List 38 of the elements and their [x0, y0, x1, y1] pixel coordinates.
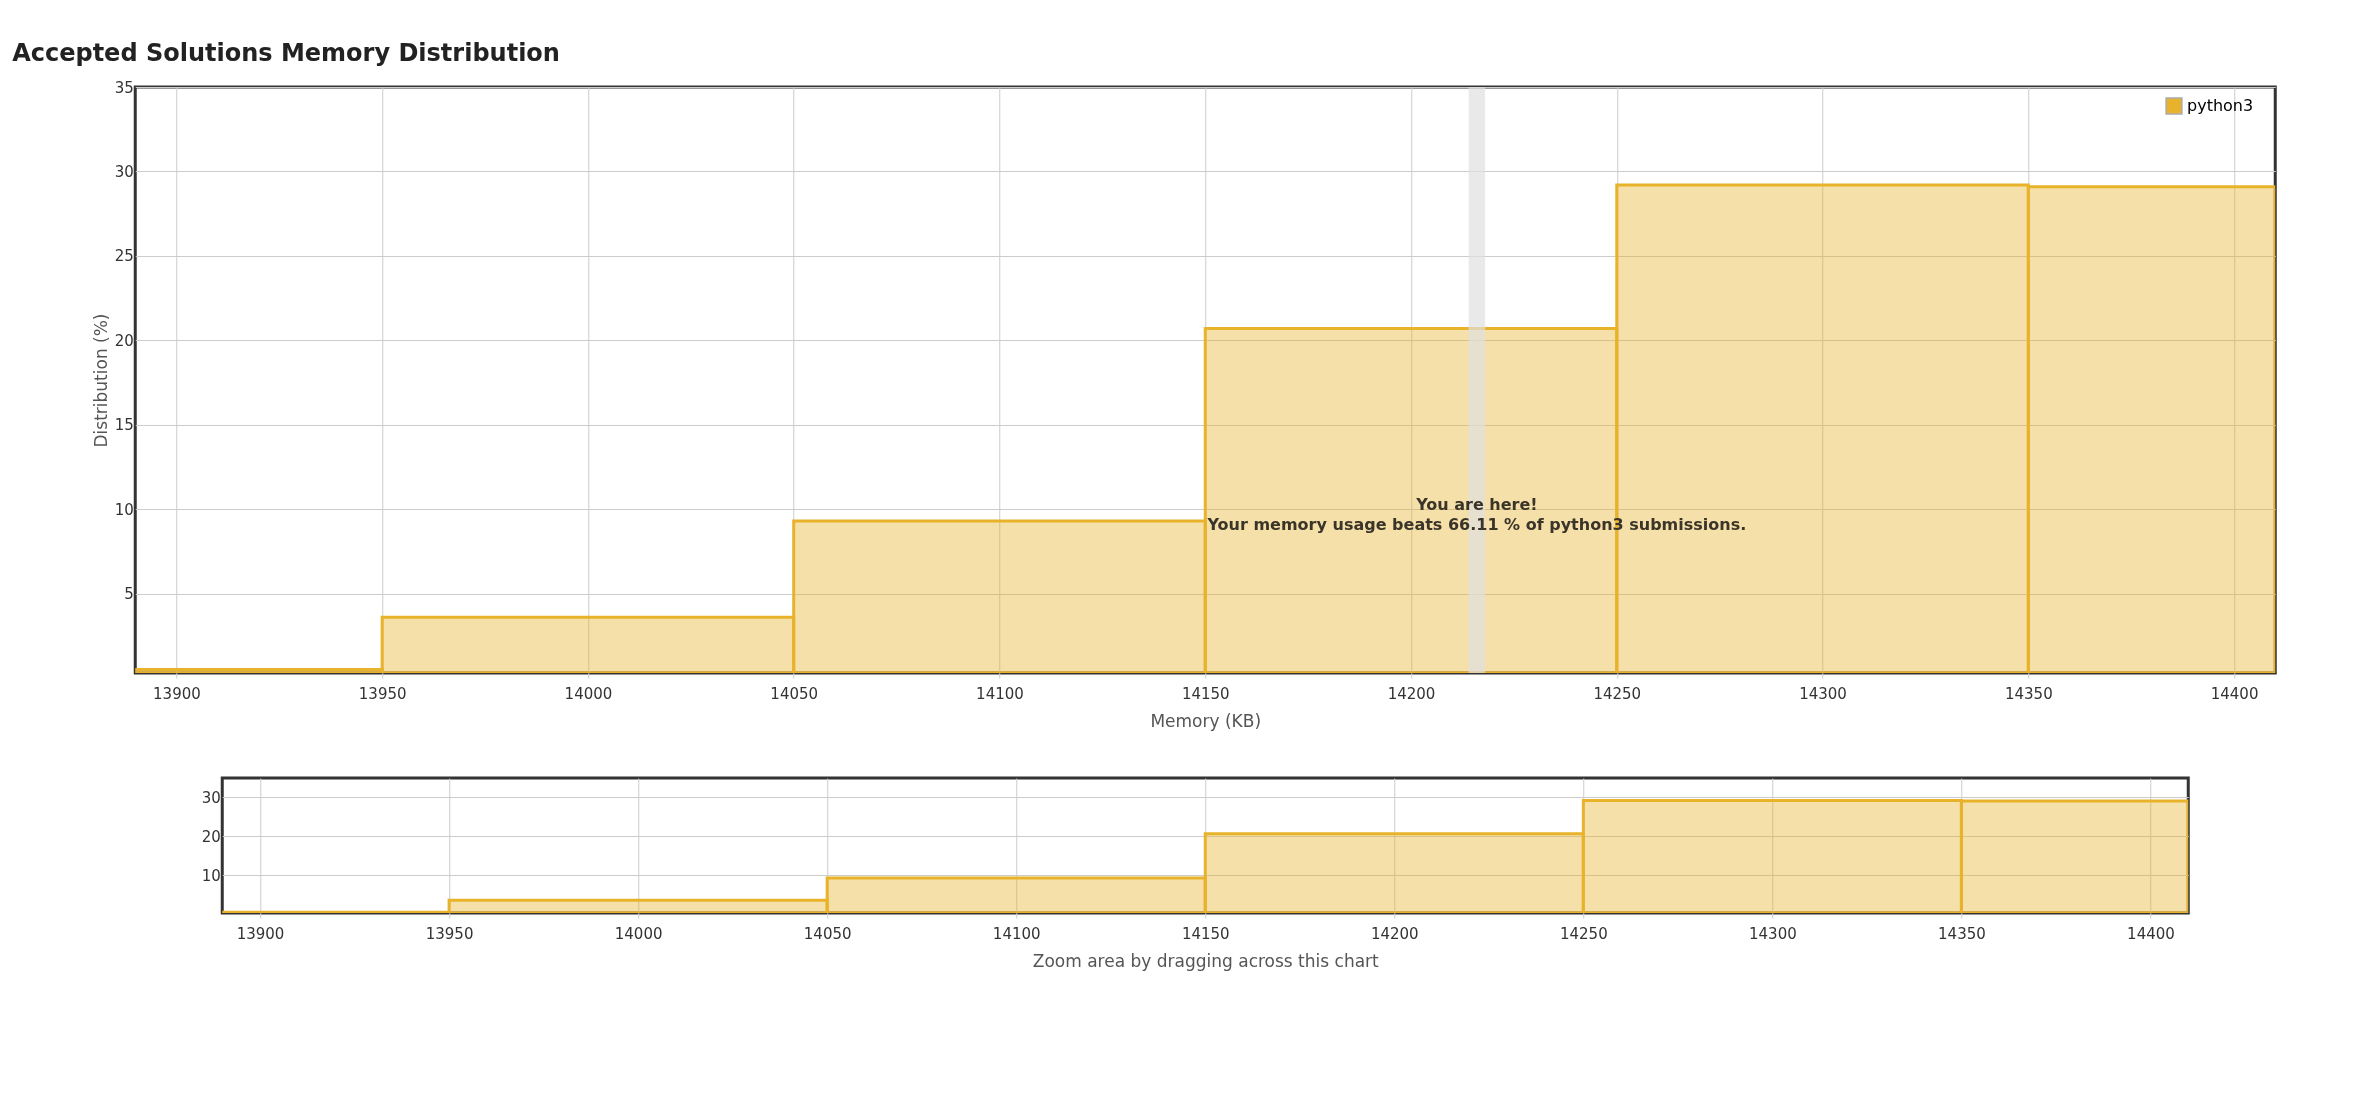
x-tick-label: 14100 [976, 684, 1024, 703]
x-axis-title: Memory (KB) [1150, 710, 1262, 731]
y-tick-label: 15 [114, 416, 134, 435]
x-tick-label: 14000 [614, 924, 663, 943]
x-tick-label: 14050 [803, 924, 852, 943]
y-tick-label: 5 [124, 585, 134, 604]
x-tick-label: 13950 [425, 924, 474, 943]
x-tick-label: 14400 [2210, 684, 2259, 703]
y-tick-label: 10 [114, 500, 134, 519]
x-tick-label: 13900 [153, 684, 201, 703]
y-tick-label: 10 [201, 866, 221, 885]
y-tick-label: 35 [114, 78, 134, 97]
x-tick-label: 14250 [1559, 924, 1608, 943]
y-axis-title: Distribution (%) [90, 313, 111, 448]
x-tick-label: 14300 [1749, 924, 1797, 943]
x-tick-label: 14150 [1181, 684, 1230, 703]
y-tick-label: 30 [201, 788, 221, 807]
y-tick-label: 25 [114, 247, 134, 266]
x-tick-label: 14100 [992, 924, 1041, 943]
legend-label: python3 [2187, 96, 2254, 115]
x-axis-title: Zoom area by dragging across this chart [1032, 950, 1380, 971]
x-tick-label: 14050 [770, 684, 819, 703]
x-tick-label: 13900 [236, 924, 285, 943]
y-tick-label: 20 [201, 827, 221, 846]
x-tick-label: 14000 [564, 684, 613, 703]
y-tick-label: 30 [114, 162, 134, 181]
x-tick-label: 14200 [1387, 684, 1436, 703]
x-tick-label: 14150 [1181, 924, 1230, 943]
y-tick-label: 20 [114, 331, 134, 350]
x-tick-label: 14400 [2127, 924, 2175, 943]
x-tick-label: 13950 [358, 684, 407, 703]
x-tick-label: 14250 [1593, 684, 1642, 703]
x-tick-label: 14350 [1938, 924, 1986, 943]
x-tick-label: 14200 [1370, 924, 1419, 943]
annotation: You are here! [1415, 494, 1538, 514]
x-tick-label: 14300 [1799, 684, 1847, 703]
chart-title: Accepted Solutions Memory Distribution [12, 39, 560, 67]
x-tick-label: 14350 [2004, 684, 2053, 703]
